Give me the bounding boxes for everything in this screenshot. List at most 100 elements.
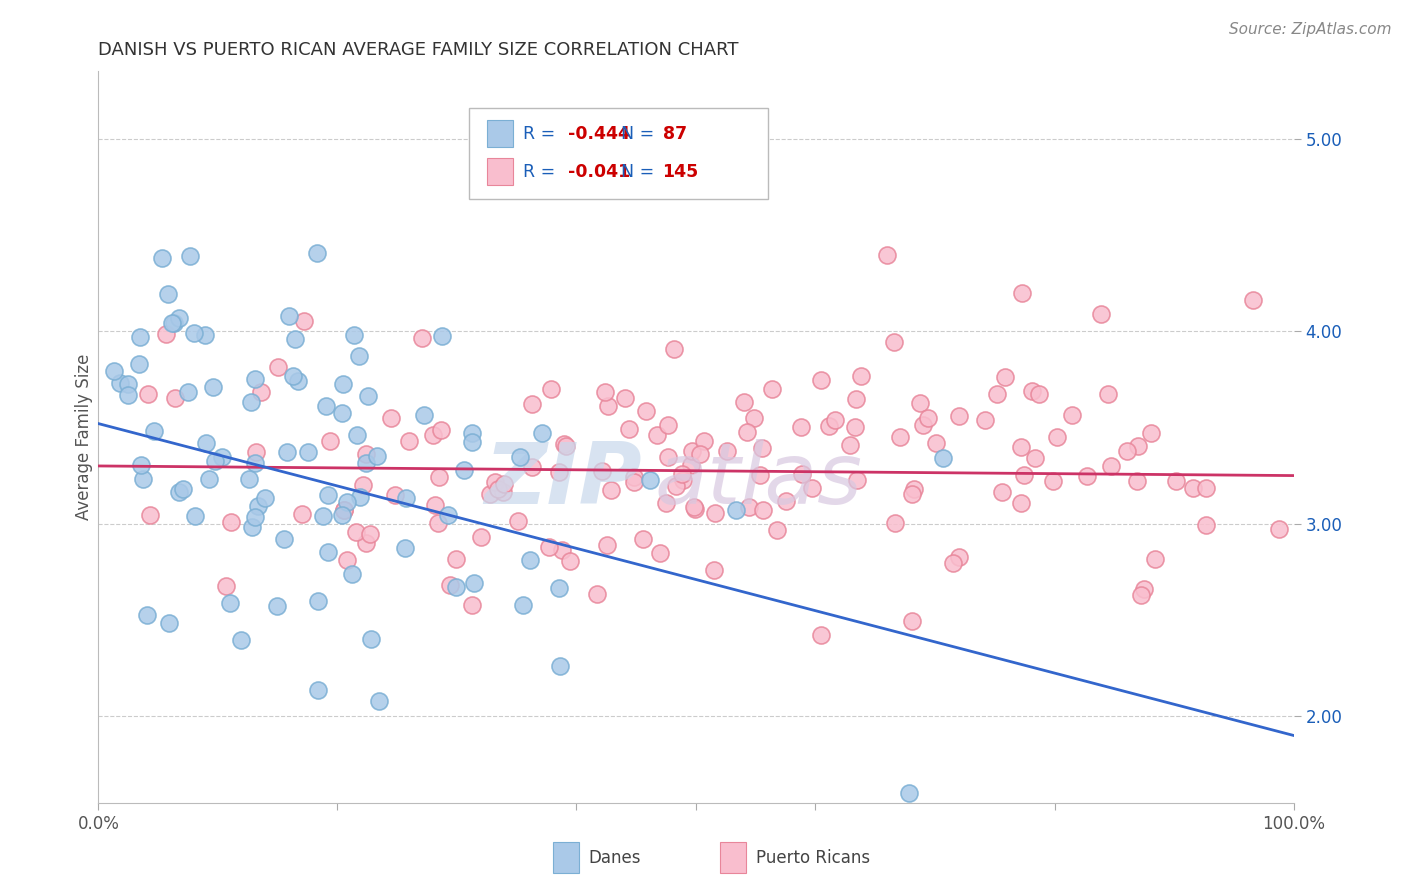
Point	[671, 467, 693, 482]
Point	[332, 503, 354, 517]
Point	[155, 326, 177, 341]
Text: Source: ZipAtlas.com: Source: ZipAtlas.com	[1229, 22, 1392, 37]
Point	[554, 439, 576, 453]
Point	[725, 502, 748, 516]
Point	[162, 316, 184, 330]
Y-axis label: Average Family Size: Average Family Size	[75, 354, 93, 520]
Point	[883, 516, 905, 530]
Point	[211, 450, 233, 464]
Point	[693, 434, 716, 449]
Point	[1028, 386, 1050, 401]
FancyBboxPatch shape	[720, 842, 747, 873]
Point	[284, 332, 307, 346]
Point	[1143, 552, 1166, 566]
Point	[560, 554, 582, 568]
Point	[197, 473, 219, 487]
Point	[1164, 474, 1187, 488]
Point	[845, 473, 868, 487]
Point	[883, 334, 905, 349]
Point	[423, 499, 446, 513]
Point	[238, 472, 260, 486]
Point	[665, 479, 688, 493]
Point	[243, 456, 266, 470]
Point	[631, 533, 654, 547]
Point	[932, 450, 955, 465]
Point	[169, 310, 191, 325]
Point	[810, 373, 832, 387]
Point	[672, 473, 695, 487]
Point	[291, 507, 314, 521]
FancyBboxPatch shape	[486, 120, 513, 147]
Point	[948, 409, 970, 423]
Point	[194, 328, 217, 343]
Point	[156, 286, 179, 301]
Point	[810, 628, 832, 642]
Point	[520, 397, 543, 411]
Point	[551, 542, 574, 557]
Point	[613, 391, 636, 405]
Point	[751, 441, 773, 455]
Point	[453, 463, 475, 477]
Point	[336, 552, 359, 566]
Point	[761, 382, 783, 396]
FancyBboxPatch shape	[486, 158, 513, 186]
Point	[219, 516, 242, 530]
Point	[648, 546, 671, 560]
Point	[398, 434, 420, 448]
Point	[683, 500, 706, 514]
Point	[640, 473, 662, 487]
Point	[766, 523, 789, 537]
Point	[346, 428, 368, 442]
Point	[240, 395, 263, 409]
Point	[509, 450, 531, 464]
Point	[1182, 481, 1205, 495]
Point	[948, 549, 970, 564]
Point	[354, 536, 377, 550]
Point	[657, 417, 679, 432]
Point	[1129, 588, 1152, 602]
Point	[1021, 384, 1043, 398]
Point	[550, 659, 572, 673]
Point	[548, 465, 571, 479]
Text: N =: N =	[620, 125, 659, 143]
Point	[600, 483, 623, 498]
Point	[315, 399, 337, 413]
Point	[1011, 496, 1033, 510]
Point	[266, 599, 288, 613]
Point	[1097, 387, 1119, 401]
Point	[991, 485, 1014, 500]
Point	[366, 449, 388, 463]
Text: 145: 145	[662, 162, 699, 180]
Point	[1046, 430, 1069, 444]
Point	[1195, 481, 1218, 495]
Point	[486, 482, 509, 496]
Point	[506, 514, 529, 528]
Text: ZIP: ZIP	[485, 440, 643, 523]
Point	[911, 418, 934, 433]
Point	[267, 359, 290, 374]
Point	[519, 553, 541, 567]
Point	[716, 444, 738, 458]
Point	[395, 491, 418, 506]
Point	[752, 503, 775, 517]
Point	[1241, 293, 1264, 307]
Point	[278, 309, 301, 323]
Point	[307, 683, 329, 698]
Point	[136, 387, 159, 401]
Point	[346, 525, 368, 540]
Point	[540, 382, 562, 396]
Point	[287, 374, 309, 388]
Point	[183, 326, 205, 340]
Point	[354, 456, 377, 470]
Point	[139, 508, 162, 523]
Point	[150, 252, 173, 266]
Point	[253, 491, 276, 505]
Point	[165, 392, 187, 406]
Point	[430, 423, 453, 437]
Point	[1010, 440, 1032, 454]
FancyBboxPatch shape	[470, 108, 768, 200]
Point	[703, 506, 725, 520]
Point	[889, 430, 911, 444]
Point	[427, 470, 450, 484]
Point	[634, 404, 657, 418]
